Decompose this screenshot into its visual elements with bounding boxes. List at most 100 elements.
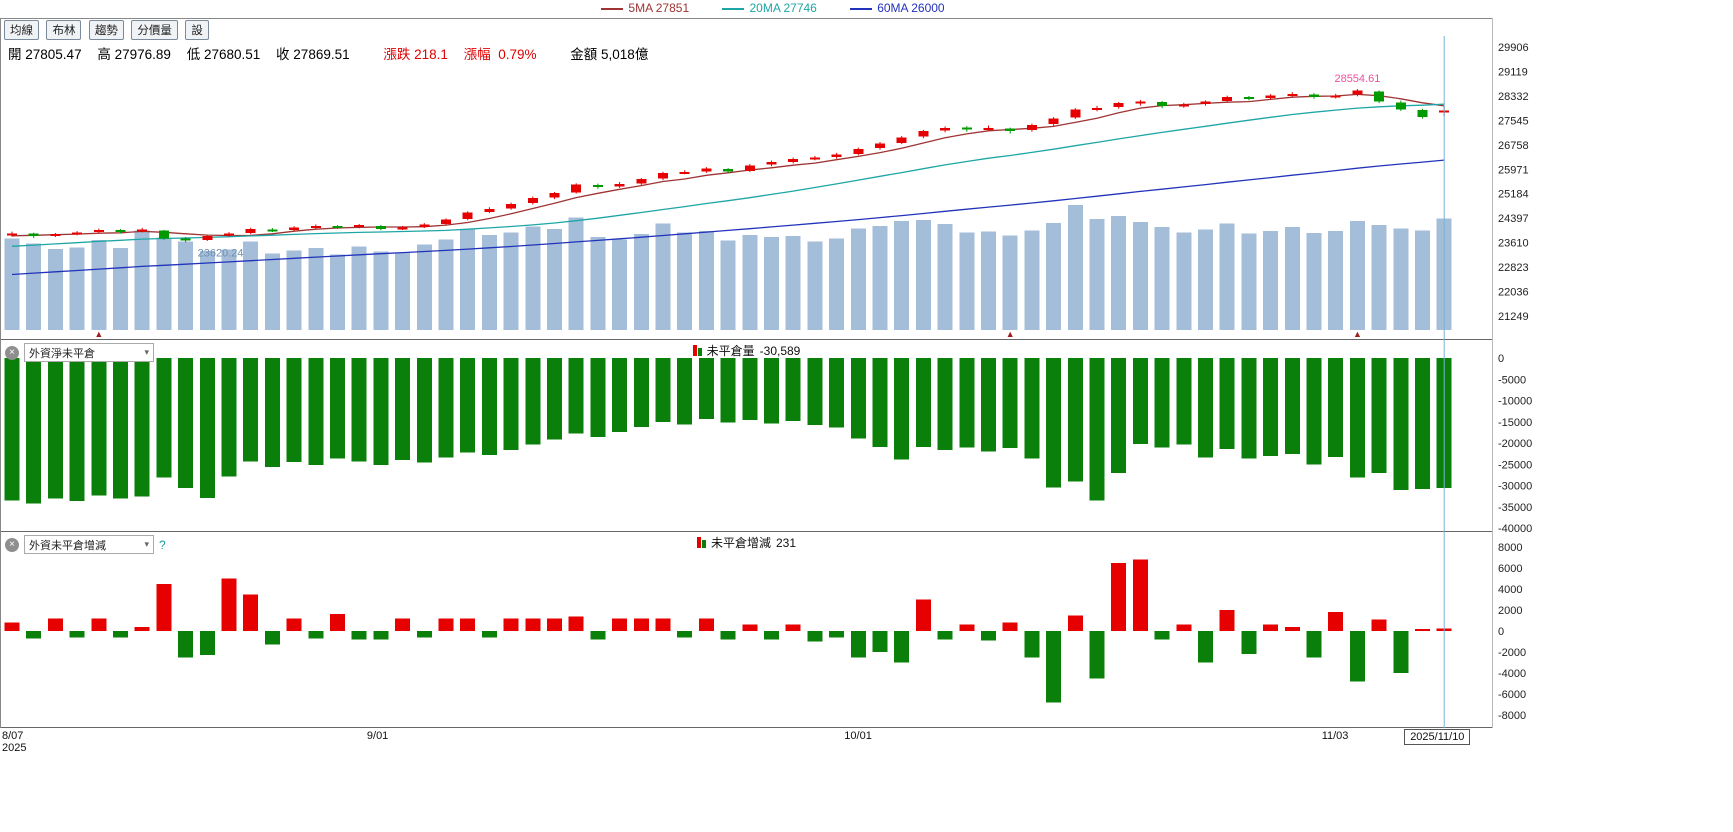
oi-change-bar xyxy=(568,616,584,631)
oi-bar xyxy=(590,358,606,438)
price-axis-label: 29906 xyxy=(1498,42,1529,54)
oi-bar xyxy=(525,358,541,445)
oi-change-bar xyxy=(764,631,779,640)
oi-bar xyxy=(1415,358,1430,489)
tab-moving-average[interactable]: 均線 xyxy=(4,20,39,40)
candle-body xyxy=(636,179,647,184)
close-icon[interactable]: × xyxy=(5,345,19,360)
volume-bar xyxy=(1046,222,1062,330)
oi-bar xyxy=(742,358,758,421)
oi-bar xyxy=(438,358,454,458)
candle-body xyxy=(310,225,321,228)
candle-body xyxy=(158,230,169,239)
oi-bar xyxy=(91,358,107,496)
oi-bar xyxy=(156,358,172,478)
oi-bar xyxy=(221,358,237,477)
help-icon[interactable]: ? xyxy=(159,537,166,552)
oi-axis-label: -15000 xyxy=(1498,417,1532,429)
oi-panel: 0 -5000 -10000 -15000 -20000 -25000 -30000 -350… xyxy=(0,340,1733,532)
oi-change-axis-label: 6000 xyxy=(1498,563,1522,575)
candle-body xyxy=(549,193,560,198)
oi-bar xyxy=(113,358,128,499)
volume-bar xyxy=(720,240,736,330)
price-axis-label: 22036 xyxy=(1498,287,1529,299)
tab-settings[interactable]: 設 xyxy=(185,20,209,40)
volume-bar xyxy=(373,251,389,330)
x-axis-tick: 11/03 xyxy=(1321,730,1349,742)
change-pct-quote: 漲幅 0.79% xyxy=(463,47,537,62)
oi-change-bar xyxy=(1241,631,1257,655)
oi-change-axis-label: -6000 xyxy=(1498,689,1526,701)
oi-change-bar xyxy=(1132,559,1148,631)
candle-body xyxy=(1157,102,1168,107)
oi-change-panel: 8000 6000 4000 2000 0 -2000 -4000 -6000 -8000 × … xyxy=(0,532,1733,728)
oi-change-bar xyxy=(525,618,541,631)
oi-axis-label: -30000 xyxy=(1498,481,1532,493)
volume-bar xyxy=(937,224,953,330)
oi-change-bar xyxy=(720,631,736,640)
oi-change-chart-canvas[interactable]: 8000 6000 4000 2000 0 -2000 -4000 -6000 -8000 xyxy=(0,532,1733,728)
tab-volume-profile[interactable]: 分價量 xyxy=(131,20,178,40)
candle-body xyxy=(853,148,864,154)
oi-change-bar xyxy=(829,631,845,638)
oi-change-axis-label: 2000 xyxy=(1498,605,1522,617)
oi-change-bar xyxy=(26,631,42,639)
oi-change-bar xyxy=(178,631,194,658)
oi-bar xyxy=(308,358,324,466)
volume-bar xyxy=(1284,227,1300,330)
candle-body xyxy=(267,229,278,232)
candle-body xyxy=(1113,103,1124,108)
volume-bars xyxy=(4,205,1452,330)
candle-body xyxy=(679,172,690,175)
low-quote: 低 27680.51 xyxy=(186,47,261,62)
oi-chart-canvas[interactable]: 0 -5000 -10000 -15000 -20000 -25000 -30000 -350… xyxy=(0,340,1733,532)
main-price-chart-canvas[interactable]: ▲ ▲ ▲ 28554.61 23620.24 29906 29119 28332 27545 2… xyxy=(0,18,1733,340)
candle-body xyxy=(658,173,668,179)
candle-body xyxy=(983,127,994,130)
oi-change-bar xyxy=(1219,610,1235,631)
candle-body xyxy=(1265,95,1276,98)
oi-indicator-select[interactable]: 外資淨未平倉 ▾ xyxy=(24,343,154,362)
volume-bar xyxy=(1219,223,1235,330)
volume-bar xyxy=(1415,230,1430,330)
candle-body xyxy=(809,157,820,160)
volume-bar xyxy=(134,230,150,330)
oi-change-bar xyxy=(243,594,259,631)
oi-bar xyxy=(1328,358,1344,458)
oi-change-bar xyxy=(655,618,671,631)
indicator-toolbar: 均線 布林 趨勢 分價量 設 xyxy=(4,20,212,40)
ma-legend-item-60ma: 60MA 26000 xyxy=(850,1,945,15)
oi-change-bar xyxy=(872,631,888,652)
volume-bar xyxy=(1132,221,1148,330)
tab-bollinger[interactable]: 布林 xyxy=(46,20,82,40)
candle-body xyxy=(788,159,799,162)
volume-bar xyxy=(829,238,845,330)
oi-bar xyxy=(481,358,497,455)
oi-change-bar xyxy=(503,618,519,631)
volume-bar xyxy=(4,238,20,330)
volume-bar xyxy=(655,223,671,330)
volume-bar xyxy=(1349,221,1365,330)
volume-bar xyxy=(915,219,931,330)
oi-change-bar xyxy=(807,631,823,642)
volume-bar xyxy=(1111,216,1127,330)
oi-change-bar xyxy=(677,631,693,638)
volume-bar xyxy=(503,232,519,330)
oi-bar xyxy=(286,358,302,463)
oi-bar xyxy=(416,358,432,463)
oi-change-bar xyxy=(915,599,931,631)
volume-bar xyxy=(113,248,128,330)
oi-change-indicator-select[interactable]: 外資未平倉增減 ▾ xyxy=(24,535,154,554)
price-axis-label: 22823 xyxy=(1498,262,1529,274)
oi-change-bar xyxy=(4,622,20,631)
oi-change-bar xyxy=(1089,631,1105,679)
close-icon[interactable]: × xyxy=(5,537,19,552)
oi-axis-label: 0 xyxy=(1498,353,1504,365)
candle-body xyxy=(1374,91,1385,102)
oi-change-bar xyxy=(1306,631,1322,658)
candle-body xyxy=(50,234,61,237)
oi-bar xyxy=(1198,358,1213,458)
oi-bar xyxy=(915,358,931,447)
candle-body xyxy=(1222,96,1233,101)
tab-trend[interactable]: 趨勢 xyxy=(88,20,124,40)
